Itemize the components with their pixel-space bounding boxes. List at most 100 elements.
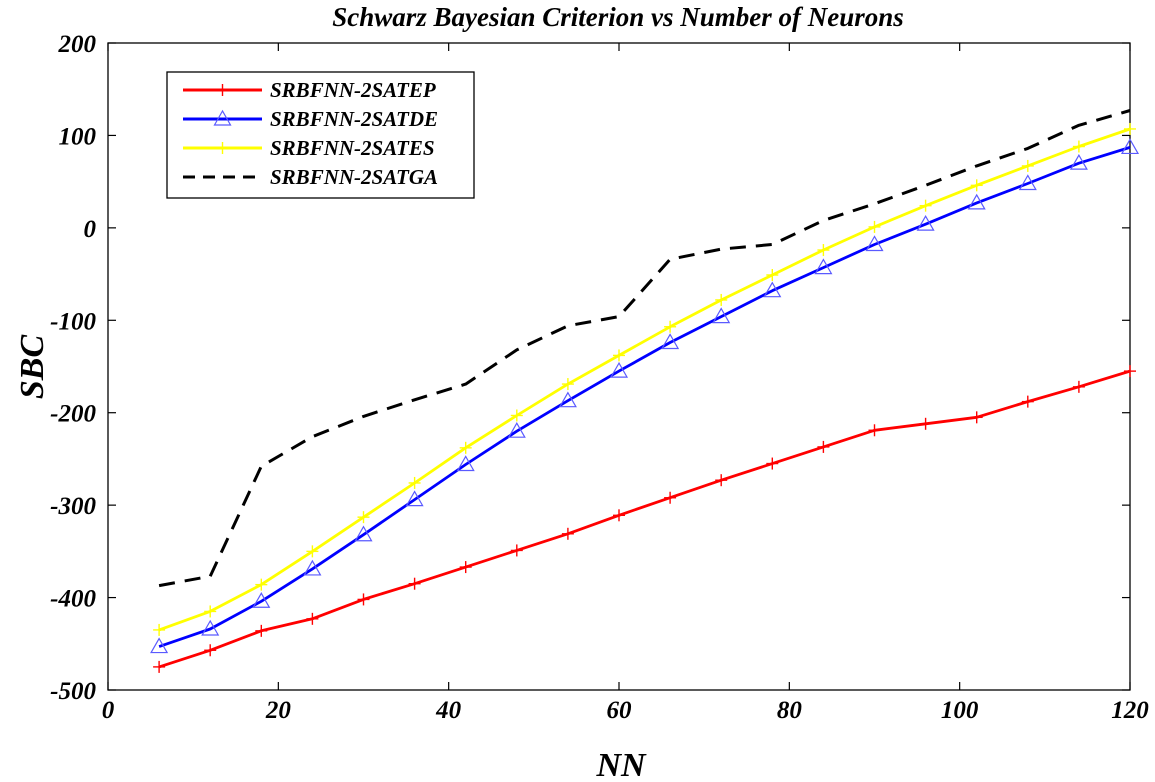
y-tick-label: -300 [50,493,96,520]
data-point-srbfnn-2sates [817,244,830,257]
legend-entry-srbfnn-2sates: SRBFNN-2SATES [183,136,435,160]
y-tick-label: 200 [58,31,97,58]
series-line-srbfnn-2satga [158,109,1131,588]
data-point-srbfnn-2satep [1124,365,1136,378]
data-point-srbfnn-2sates [715,293,728,306]
data-point-srbfnn-2satep [357,593,370,606]
y-tick-label: -200 [50,401,96,428]
data-point-srbfnn-2sates [664,320,677,333]
data-point-srbfnn-2sates [1124,122,1136,135]
data-point-srbfnn-2sates [459,441,472,454]
series-srbfnn-2satde [150,138,1140,654]
data-point-srbfnn-2satep [459,561,472,574]
data-point-srbfnn-2sates [204,605,217,618]
legend-label-srbfnn-2satep: SRBFNN-2SATEP [270,78,436,102]
data-point-srbfnn-2satde [150,637,169,654]
data-point-srbfnn-2sates [919,199,932,212]
data-point-srbfnn-2satde [609,361,629,378]
data-point-srbfnn-2satde [354,525,373,542]
data-point-srbfnn-2satde [1069,153,1088,170]
data-point-srbfnn-2satep [561,527,574,540]
data-point-srbfnn-2sates [357,511,370,524]
data-point-srbfnn-2satde [303,559,322,576]
legend-marker-srbfnn-2satde [213,109,232,126]
data-point-srbfnn-2satep [817,440,830,453]
data-point-srbfnn-2sates [1021,159,1034,172]
data-point-srbfnn-2satep [306,612,319,625]
x-tick-label: 0 [102,697,115,724]
legend-label-srbfnn-2satde: SRBFNN-2SATDE [270,107,438,131]
data-point-srbfnn-2satep [408,577,421,590]
data-point-srbfnn-2satep [868,424,881,437]
data-point-srbfnn-2satep [664,491,677,504]
data-point-srbfnn-2satde [252,592,271,608]
data-point-srbfnn-2satep [1072,380,1085,393]
x-tick-label: 60 [607,697,633,724]
data-point-srbfnn-2sates [153,623,166,636]
data-point-srbfnn-2satep [510,544,523,557]
x-tick-label: 120 [1111,697,1149,724]
data-point-srbfnn-2satep [613,509,625,522]
data-point-srbfnn-2sates [255,578,268,591]
data-point-srbfnn-2sates [970,179,983,192]
x-tick-label: 80 [777,697,803,724]
legend-entry-srbfnn-2satde: SRBFNN-2SATDE [183,107,438,131]
data-point-srbfnn-2sates [561,378,574,391]
legend-box [166,71,475,199]
data-point-srbfnn-2satde [763,281,782,298]
data-point-srbfnn-2satde [865,235,884,252]
data-point-srbfnn-2sates [613,349,625,362]
legend-label-srbfnn-2satga: SRBFNN-2SATGA [270,165,438,189]
legend-entry-srbfnn-2satep: SRBFNN-2SATEP [183,78,436,102]
data-point-srbfnn-2satde [712,307,731,324]
data-point-srbfnn-2sates [306,545,319,558]
series-srbfnn-2satga [158,109,1131,588]
y-tick-label: -100 [50,308,96,335]
legend-entry-srbfnn-2satga: SRBFNN-2SATGA [183,165,438,189]
y-tick-label: -400 [50,586,96,613]
data-point-srbfnn-2satde [1120,138,1140,155]
data-point-srbfnn-2sates [510,409,523,422]
series-line-srbfnn-2satep [158,369,1131,669]
data-point-srbfnn-2satde [967,193,986,210]
data-point-srbfnn-2sates [408,476,421,489]
y-tick-label: 0 [84,216,97,243]
data-point-srbfnn-2satep [766,457,779,470]
legend-marker-srbfnn-2satep [216,84,229,96]
series-srbfnn-2sates [153,122,1136,636]
y-tick-label: 100 [59,123,97,150]
chart-title: Schwarz Bayesian Criterion vs Number of … [332,2,904,32]
series-line-srbfnn-2satde [158,146,1131,648]
x-axis-label: NN [595,747,647,782]
y-tick-label: -500 [50,678,96,705]
legend-label-srbfnn-2sates: SRBFNN-2SATES [270,136,435,160]
data-point-srbfnn-2satde [558,391,577,408]
data-point-srbfnn-2satep [153,660,166,673]
data-point-srbfnn-2satep [715,474,728,487]
data-point-srbfnn-2sates [766,268,779,281]
data-point-srbfnn-2satde [201,619,220,636]
data-point-srbfnn-2satde [916,214,935,231]
data-point-srbfnn-2satde [1018,174,1037,191]
data-point-srbfnn-2sates [1072,140,1085,153]
series-srbfnn-2satep [153,365,1136,673]
data-point-srbfnn-2satde [456,455,475,472]
axis-ticks: 0 20 40 60 80 100 120 -500 -400 -300 -200 -100 0 100 2… [50,31,1149,724]
data-point-srbfnn-2satep [1021,395,1034,408]
data-point-srbfnn-2satep [970,411,983,424]
data-point-srbfnn-2satep [919,417,932,430]
data-point-srbfnn-2satde [507,421,526,438]
legend: SRBFNN-2SATEP SRBFNN-2SATDE SRBFNN-2SATES S… [166,71,475,199]
data-point-srbfnn-2satde [814,258,833,275]
x-tick-label: 20 [265,697,292,724]
series-line-srbfnn-2sates [158,127,1131,632]
data-point-srbfnn-2satep [204,644,217,657]
data-point-srbfnn-2sates [868,220,881,233]
x-tick-label: 40 [435,697,462,724]
data-point-srbfnn-2satde [405,490,424,507]
series-layer [150,109,1140,673]
y-axis-label: SBC [14,335,51,400]
data-point-srbfnn-2satde [661,333,680,350]
data-point-srbfnn-2satep [255,624,268,637]
